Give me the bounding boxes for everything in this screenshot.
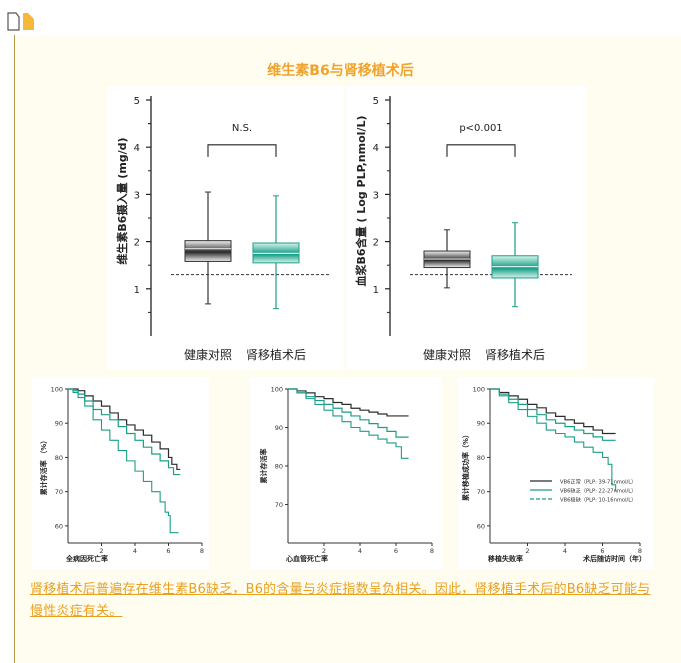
significance-label: p<0.001 <box>459 123 502 134</box>
km-series-1 <box>68 388 181 476</box>
category-label: 健康对照 <box>184 347 232 362</box>
y-axis-label: 累计存活率 <box>259 449 268 484</box>
x-tick-label: 4 <box>358 547 362 555</box>
legend-label-2: VB6极缺（PLP: 10-16nmol/L） <box>560 496 636 504</box>
y-tick-label: 100 <box>51 386 63 394</box>
significance-label: N.S. <box>232 123 252 134</box>
y-tick-label: 5 <box>134 96 140 107</box>
x-tick-label: 2 <box>525 547 529 555</box>
box-0 <box>184 240 232 262</box>
corner-mark-icon <box>7 12 34 31</box>
km-series-0 <box>490 388 616 435</box>
y-tick-label: 70 <box>477 488 485 496</box>
km-all-cause-mortality: 100 90 80 70 60 2 4 6 8 全病因死亡率 累计存活率 （%） <box>32 377 209 569</box>
significance-bracket <box>446 144 516 157</box>
km-graft-failure: 100 90 80 70 60 2 4 6 8 移植失败率 术后随访时间（年） 累计移植成功率（%） V… <box>458 377 654 569</box>
y-tick-label: 80 <box>55 454 63 462</box>
x-tick-label: 6 <box>600 547 604 555</box>
x-tick-label: 8 <box>200 547 204 555</box>
caption-text: 肾移植术后普遍存在维生素B6缺乏，B6的含量与炎症指数呈负相关。因此，肾移植手术… <box>30 582 651 619</box>
page-title: 维生素B6与肾移植术后 <box>267 63 414 79</box>
x-axis-label-right: 术后随访时间（年） <box>582 554 646 563</box>
y-tick-label: 100 <box>473 386 485 394</box>
box-plot-intake: 1 2 3 4 5 维生素B6摄入量 (mg/d) 健康对照 肾移植术后 N.S. <box>107 86 344 370</box>
legend-label-0: VB6正常（PLP: 39-71nmol/L） <box>560 478 636 486</box>
km-series-1 <box>288 388 409 438</box>
y-tick-label: 80 <box>477 454 485 462</box>
left-rule <box>14 35 15 663</box>
y-tick-label: 1 <box>373 285 379 296</box>
y-tick-label: 60 <box>477 522 485 530</box>
x-tick-label: 8 <box>430 547 434 555</box>
y-axis-label: 血浆B6含量 ( Log PLP,nmol/L) <box>354 116 368 287</box>
km-cardiovascular-mortality: 100 90 80 70 2 4 6 8 心血管死亡率 累计存活率 <box>250 377 442 569</box>
km-series-2 <box>288 388 409 459</box>
y-tick-label: 90 <box>55 420 63 428</box>
category-label: 健康对照 <box>423 347 471 362</box>
y-tick-label: 3 <box>373 190 379 201</box>
y-tick-label: 90 <box>477 420 485 428</box>
km-series-2 <box>490 388 617 492</box>
y-axis-label: 累计存活率 （%） <box>39 437 48 495</box>
x-tick-label: 8 <box>638 547 642 555</box>
y-tick-label: 80 <box>275 463 283 471</box>
y-tick-label: 60 <box>55 522 63 530</box>
box-plot-plasma: 1 2 3 4 5 血浆B6含量 ( Log PLP,nmol/L) 健康对照 肾移植术后 p<… <box>346 86 586 370</box>
significance-bracket <box>207 144 277 157</box>
x-tick-label: 4 <box>563 547 567 555</box>
y-tick-label: 70 <box>275 501 283 509</box>
y-tick-label: 5 <box>373 96 379 107</box>
category-label: 肾移植术后 <box>246 347 306 362</box>
y-tick-label: 2 <box>373 238 379 249</box>
x-tick-label: 2 <box>99 547 103 555</box>
category-label: 肾移植术后 <box>485 347 545 362</box>
y-tick-label: 4 <box>373 143 379 154</box>
y-tick-label: 90 <box>275 424 283 432</box>
x-tick-label: 2 <box>322 547 326 555</box>
y-tick-label: 70 <box>55 488 63 496</box>
y-tick-label: 2 <box>134 238 140 249</box>
x-axis-label: 移植失败率 <box>488 554 523 563</box>
y-axis-label: 维生素B6摄入量 (mg/d) <box>115 137 129 264</box>
y-tick-label: 100 <box>271 386 283 394</box>
y-tick-label: 3 <box>134 190 140 201</box>
x-tick-label: 6 <box>166 547 170 555</box>
km-series-1 <box>490 388 616 441</box>
y-tick-label: 4 <box>134 143 140 154</box>
x-tick-label: 6 <box>394 547 398 555</box>
km-series-2 <box>68 388 179 534</box>
x-tick-label: 4 <box>133 547 137 555</box>
y-tick-label: 1 <box>134 285 140 296</box>
y-axis-label: 累计移植成功率（%） <box>461 431 470 501</box>
x-axis-label: 心血管死亡率 <box>286 554 328 563</box>
legend-label-1: VB6缺乏（PLP: 22-27nmol/L） <box>560 487 636 495</box>
x-axis-label: 全病因死亡率 <box>65 554 108 563</box>
